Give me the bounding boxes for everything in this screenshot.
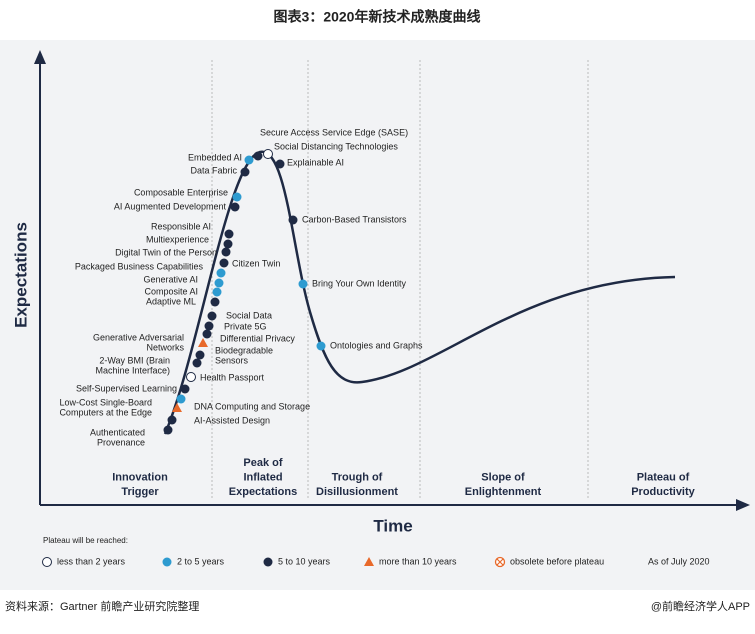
tech-label: Responsible AI xyxy=(151,221,211,231)
marker xyxy=(216,268,226,278)
tech-label: DNA Computing and Storage xyxy=(194,401,310,411)
tech-label: Biodegradable xyxy=(215,345,273,355)
marker xyxy=(204,321,214,331)
tech-label: Packaged Business Capabilities xyxy=(75,261,204,271)
tech-label: Multiexperience xyxy=(146,234,209,244)
tech-label: Adaptive ML xyxy=(146,296,196,306)
phase-label: Inflated xyxy=(243,471,282,483)
marker xyxy=(288,215,298,225)
phase-label: Disillusionment xyxy=(316,486,398,498)
marker xyxy=(198,338,208,347)
marker xyxy=(219,258,229,268)
marker xyxy=(221,247,231,257)
marker xyxy=(214,278,224,288)
tech-label: Secure Access Service Edge (SASE) xyxy=(260,127,408,137)
tech-label: 2-Way BMI (Brain xyxy=(99,355,170,365)
tech-label: AI-Assisted Design xyxy=(194,415,270,425)
x-axis-label: Time xyxy=(373,516,412,535)
tech-label: Ontologies and Graphs xyxy=(330,340,423,350)
legend-item: 2 to 5 years xyxy=(177,556,225,566)
tech-label: Digital Twin of the Person xyxy=(115,247,217,257)
marker xyxy=(163,425,173,435)
tech-label: Self-Supervised Learning xyxy=(76,383,177,393)
tech-label: Differential Privacy xyxy=(220,333,295,343)
phase-label: Enlightenment xyxy=(465,486,542,498)
marker xyxy=(212,287,222,297)
marker xyxy=(316,341,326,351)
tech-label: Data Fabric xyxy=(190,165,237,175)
marker xyxy=(207,311,217,321)
legend-item: more than 10 years xyxy=(379,556,457,566)
legend-title: Plateau will be reached: xyxy=(43,536,128,545)
marker xyxy=(192,358,202,368)
legend-item: 5 to 10 years xyxy=(278,556,331,566)
brand: @前瞻经济学人APP xyxy=(651,599,750,613)
tech-label: Explainable AI xyxy=(287,157,344,167)
marker-cross xyxy=(496,558,504,566)
phase-label: Productivity xyxy=(631,486,695,498)
marker xyxy=(263,149,273,159)
legend-item: less than 2 years xyxy=(57,556,126,566)
tech-label: Embedded AI xyxy=(188,152,242,162)
legend-note: As of July 2020 xyxy=(648,556,710,566)
tech-label: Authenticated xyxy=(90,427,145,437)
panel xyxy=(0,40,755,590)
tech-label: Composable Enterprise xyxy=(134,187,228,197)
marker xyxy=(42,557,52,567)
tech-label: Networks xyxy=(146,342,184,352)
marker xyxy=(210,297,220,307)
marker xyxy=(167,415,177,425)
phase-label: Expectations xyxy=(229,486,297,498)
tech-label: Generative Adversarial xyxy=(93,332,184,342)
tech-label: Social Distancing Technologies xyxy=(274,141,398,151)
tech-label: Composite AI xyxy=(144,286,198,296)
axes xyxy=(34,50,750,511)
marker xyxy=(298,279,308,289)
title: 图表3：2020年新技术成熟度曲线 xyxy=(274,9,481,25)
phase-label: Trough of xyxy=(332,471,383,483)
tech-label: Generative AI xyxy=(143,274,198,284)
marker xyxy=(263,557,273,567)
tech-label: Machine Interface) xyxy=(95,365,170,375)
tech-label: Social Data xyxy=(226,310,272,320)
tech-label: Provenance xyxy=(97,437,145,447)
phase-label: Trigger xyxy=(121,486,159,498)
phase-label: Peak of xyxy=(243,457,282,469)
marker xyxy=(244,155,254,165)
marker xyxy=(176,394,186,404)
tech-label: Carbon-Based Transistors xyxy=(302,214,407,224)
marker xyxy=(253,151,263,161)
tech-label: Bring Your Own Identity xyxy=(312,278,407,288)
y-axis-label: Expectations xyxy=(11,222,30,328)
diagram-content: Secure Access Service Edge (SASE) Social … xyxy=(42,127,696,568)
tech-label: Health Passport xyxy=(200,372,265,382)
tech-label: Sensors xyxy=(215,355,249,365)
phase-dividers xyxy=(211,60,589,500)
marker xyxy=(186,372,196,382)
marker xyxy=(180,384,190,394)
marker xyxy=(275,159,285,169)
marker xyxy=(224,229,234,239)
tech-label: Low-Cost Single-Board xyxy=(59,397,152,407)
marker xyxy=(172,403,182,412)
tech-label: Citizen Twin xyxy=(232,258,280,268)
marker xyxy=(223,239,233,249)
marker xyxy=(240,167,250,177)
tech-label: Private 5G xyxy=(224,321,267,331)
source: 资料来源：Gartner 前瞻产业研究院整理 xyxy=(5,599,199,613)
marker xyxy=(230,202,240,212)
phase-label: Slope of xyxy=(481,471,525,483)
marker xyxy=(195,350,205,360)
tech-label: Computers at the Edge xyxy=(59,407,152,417)
marker xyxy=(364,557,374,566)
tech-label: AI Augmented Development xyxy=(114,201,227,211)
phase-label: Innovation xyxy=(112,471,168,483)
legend-item: obsolete before plateau xyxy=(510,556,604,566)
hype-curve xyxy=(163,150,676,435)
marker xyxy=(202,329,212,339)
marker xyxy=(232,192,242,202)
phase-label: Plateau of xyxy=(637,471,690,483)
marker xyxy=(162,557,172,567)
